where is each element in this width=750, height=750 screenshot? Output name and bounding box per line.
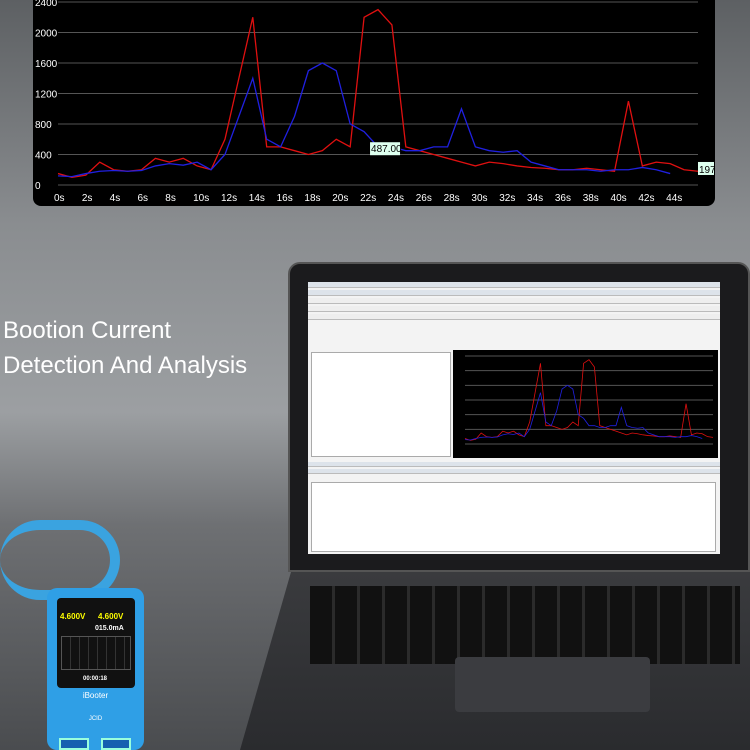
usb-port bbox=[101, 738, 131, 750]
x-tick-label: 40s bbox=[611, 193, 627, 204]
blue-series-line bbox=[57, 62, 671, 178]
x-tick-label: 32s bbox=[499, 193, 515, 204]
x-tick-label: 10s bbox=[193, 193, 209, 204]
x-tick-label: 44s bbox=[666, 193, 682, 204]
mini-chart-svg bbox=[464, 355, 714, 445]
settings-row bbox=[308, 314, 720, 320]
chart-svg: 0 400 800 1200 1600 2000 2400 0s 2s 4s 6s 8s 10s 12s 1… bbox=[35, 0, 715, 204]
timer: 00:00:18 bbox=[83, 676, 108, 682]
jcid-logo: JCID bbox=[88, 716, 103, 722]
y-tick-label: 1200 bbox=[35, 90, 58, 101]
x-tick-label: 18s bbox=[304, 193, 320, 204]
laptop-keyboard bbox=[240, 572, 750, 750]
software-window bbox=[308, 282, 720, 554]
y-tick-label: 800 bbox=[35, 120, 52, 131]
ibooter-device: 4.600V 4.600V 015.0mA 00:00:18 iBooter J… bbox=[47, 588, 144, 750]
headline: Bootion Current Detection And Analysis bbox=[3, 313, 247, 383]
tab-bar bbox=[308, 282, 720, 288]
voltage-1: 4.600V bbox=[60, 612, 86, 621]
x-tick-label: 16s bbox=[277, 193, 293, 204]
y-tick-label: 2000 bbox=[35, 29, 58, 40]
x-tick-label: 26s bbox=[416, 193, 432, 204]
brand-label: iBooter bbox=[82, 691, 109, 700]
x-tick-label: 28s bbox=[444, 193, 460, 204]
headline-line-1: Bootion Current bbox=[3, 317, 172, 344]
toolbar bbox=[308, 298, 720, 304]
annotation-box bbox=[370, 142, 401, 156]
current-readout: 015.0mA bbox=[95, 625, 124, 632]
x-tick-label: 0s bbox=[54, 193, 65, 204]
trackpad bbox=[455, 657, 650, 712]
x-tick-label: 4s bbox=[110, 193, 121, 204]
annotation-label: 197 bbox=[699, 165, 715, 176]
x-tick-label: 12s bbox=[221, 193, 237, 204]
x-tick-label: 20s bbox=[332, 193, 348, 204]
x-tick-label: 6s bbox=[137, 193, 148, 204]
x-tick-label: 14s bbox=[249, 193, 265, 204]
annotation-label: 487.00 bbox=[371, 144, 402, 155]
laptop bbox=[288, 262, 750, 572]
usb-port bbox=[59, 738, 89, 750]
x-tick-label: 30s bbox=[471, 193, 487, 204]
control-row bbox=[308, 469, 720, 474]
control-row bbox=[308, 462, 720, 467]
x-tick-label: 24s bbox=[388, 193, 404, 204]
device-screen: 4.600V 4.600V 015.0mA 00:00:18 bbox=[57, 598, 135, 688]
blue-series-line bbox=[464, 384, 703, 441]
device-graph bbox=[61, 636, 131, 670]
x-tick-label: 42s bbox=[638, 193, 654, 204]
x-tick-label: 34s bbox=[527, 193, 543, 204]
y-tick-label: 0 bbox=[35, 181, 41, 192]
menu-bar bbox=[308, 290, 720, 296]
mini-current-chart bbox=[453, 350, 718, 458]
x-tick-label: 38s bbox=[583, 193, 599, 204]
voltage-2: 4.600V bbox=[98, 612, 124, 621]
y-tick-label: 2400 bbox=[35, 0, 58, 9]
x-tick-label: 36s bbox=[555, 193, 571, 204]
current-chart: 0 400 800 1200 1600 2000 2400 0s 2s 4s 6s 8s 10s 12s 1… bbox=[33, 0, 715, 206]
x-tick-label: 22s bbox=[360, 193, 376, 204]
keys bbox=[310, 586, 740, 664]
x-tick-label: 8s bbox=[165, 193, 176, 204]
y-tick-label: 1600 bbox=[35, 59, 58, 70]
headline-line-2: Detection And Analysis bbox=[3, 352, 248, 379]
annotation-box bbox=[698, 161, 714, 175]
red-series-line bbox=[464, 359, 714, 441]
settings-row bbox=[308, 306, 720, 312]
model-list[interactable] bbox=[311, 352, 451, 457]
red-series-line bbox=[57, 8, 699, 179]
x-tick-label: 2s bbox=[82, 193, 93, 204]
log-panel bbox=[311, 482, 716, 552]
y-tick-label: 400 bbox=[35, 151, 52, 162]
